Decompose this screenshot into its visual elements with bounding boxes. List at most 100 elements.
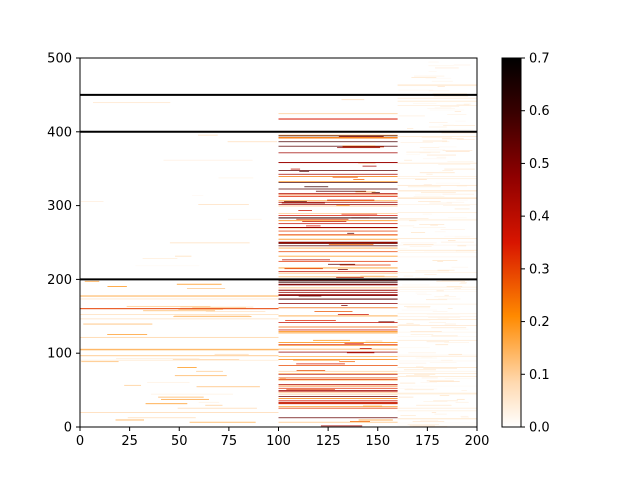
heatmap-row-segment: [426, 299, 448, 301]
heatmap-row-segment: [177, 407, 257, 409]
heatmap-row-segment: [414, 75, 445, 77]
heatmap-row-segment: [397, 190, 477, 192]
heatmap-row-segment: [341, 305, 348, 306]
heatmap-row-segment: [415, 270, 450, 272]
heatmap-row-segment: [397, 184, 477, 186]
heatmap-row-segment: [419, 224, 445, 225]
heatmap-row-segment: [397, 418, 477, 420]
heatmap-row-segment: [426, 314, 460, 315]
heatmap-row-segment: [441, 241, 474, 243]
heatmap-row-segment: [278, 227, 398, 229]
heatmap-row-segment: [198, 134, 218, 136]
heatmap-row-segment: [147, 381, 190, 383]
heatmap-row-segment: [397, 244, 477, 246]
heatmap-row-segment: [278, 215, 398, 216]
heatmap-row-segment: [416, 366, 424, 368]
heatmap-row-segment: [421, 377, 438, 379]
heatmap-row-segment: [397, 85, 477, 87]
heatmap-row-segment: [460, 282, 467, 284]
heatmap-row-segment: [397, 248, 408, 250]
heatmap-row-segment: [456, 185, 467, 187]
heatmap-row-segment: [296, 370, 326, 371]
heatmap-row-segment: [397, 286, 477, 288]
heatmap-row-segment: [397, 288, 477, 290]
heatmap-row-segment: [378, 321, 395, 323]
x-tick-label: 125: [316, 434, 341, 449]
heatmap-row-segment: [427, 108, 456, 109]
heatmap-row-segment: [397, 410, 477, 411]
heatmap-row-segment: [278, 315, 398, 317]
heatmap-notable-row: [278, 298, 398, 300]
heatmap-row-segment: [397, 331, 477, 333]
heatmap-row-segment: [397, 385, 477, 387]
heatmap-row-segment: [435, 344, 449, 346]
heatmap-row-segment: [278, 255, 398, 257]
colorbar-axis: 0.0 0.1 0.2 0.3 0.4 0.5 0.6 0.7: [521, 52, 550, 436]
heatmap-row-segment: [426, 341, 450, 343]
heatmap-row-segment: [80, 298, 279, 300]
heatmap-row-segment: [397, 97, 477, 99]
heatmap-row-segment: [278, 181, 398, 182]
heatmap-row-segment: [442, 170, 454, 171]
heatmap-row-segment: [397, 316, 477, 318]
heatmap-row-segment: [278, 212, 398, 214]
heatmap-row-segment: [278, 373, 398, 374]
heatmap-row-segment: [278, 359, 398, 360]
heatmap-row-segment: [441, 280, 470, 281]
heatmap-row-segment: [80, 349, 279, 351]
heatmap-row-segment: [80, 318, 279, 320]
colorbar-tick-label: 0.5: [529, 157, 550, 172]
heatmap-row-segment: [397, 393, 477, 394]
heatmap-row-segment: [362, 165, 377, 167]
heatmap-row-segment: [428, 317, 461, 318]
heatmap-row-segment: [84, 280, 100, 282]
heatmap-row-segment: [278, 390, 398, 392]
x-tick-label: 50: [171, 434, 188, 449]
heatmap-row-segment: [80, 314, 279, 315]
heatmap-row-segment: [444, 323, 456, 325]
y-tick-label: 100: [47, 347, 72, 362]
heatmap-row-segment: [397, 339, 477, 341]
heatmap-row-segment: [437, 269, 455, 271]
heatmap-row-segment: [278, 365, 398, 366]
heatmap-row-segment: [403, 275, 414, 277]
heatmap-row-segment: [278, 220, 398, 222]
heatmap-row-segment: [278, 134, 398, 136]
heatmap-row-segment: [442, 141, 450, 143]
heatmap-row-segment: [151, 393, 233, 395]
heatmap-row-segment: [278, 401, 398, 403]
heatmap-row-segment: [447, 308, 453, 309]
heatmap-row-segment: [397, 204, 477, 205]
heatmap-row-segment: [278, 251, 398, 253]
heatmap-row-segment: [445, 150, 470, 152]
heatmap-row-segment: [443, 125, 476, 126]
heatmap-row-segment: [218, 177, 254, 179]
heatmap-row-segment: [397, 407, 477, 409]
heatmap-row-segment: [278, 181, 398, 183]
heatmap-row-segment: [400, 382, 416, 384]
heatmap-row-segment: [397, 291, 477, 292]
heatmap-row-segment: [460, 415, 468, 417]
heatmap-row-segment: [444, 378, 476, 380]
heatmap-row-segment: [423, 184, 432, 185]
heatmap-row-segment: [448, 240, 456, 242]
heatmap-row-segment: [397, 354, 477, 356]
heatmap-row-segment: [418, 201, 441, 202]
heatmap-row-segment: [444, 294, 449, 296]
heatmap-row-segment: [205, 311, 266, 312]
heatmap-row-segment: [278, 390, 398, 391]
heatmap-row-segment: [428, 126, 447, 128]
heatmap-row-segment: [436, 156, 447, 158]
heatmap-row-segment: [434, 296, 457, 298]
y-tick-label: 0: [64, 421, 72, 436]
heatmap-row-segment: [414, 373, 436, 375]
heatmap-row-segment: [454, 288, 461, 289]
heatmap-row-segment: [191, 195, 204, 197]
heatmap-row-segment: [278, 407, 398, 409]
heatmap-row-segment: [434, 231, 446, 233]
heatmap-row-segment: [426, 380, 454, 382]
heatmap-row-segment: [397, 313, 477, 315]
heatmap-row-segment: [428, 61, 439, 63]
heatmap-row-segment: [432, 93, 468, 95]
heatmap-row-segment: [406, 307, 431, 309]
